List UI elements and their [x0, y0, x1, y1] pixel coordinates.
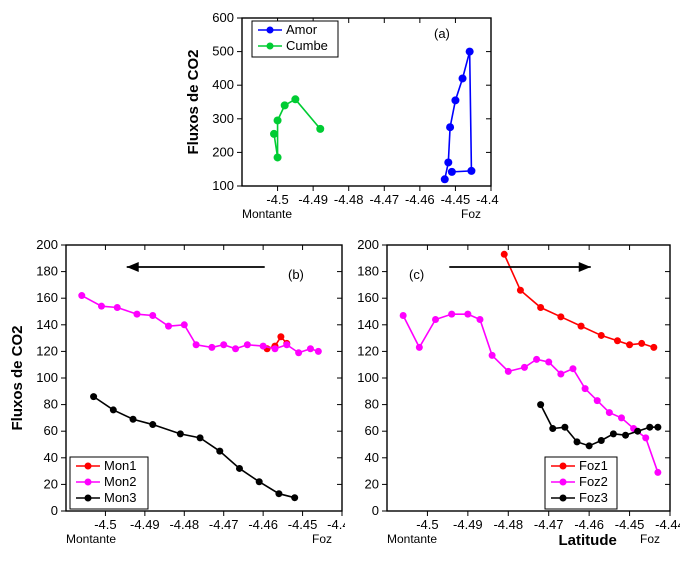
svg-text:Foz: Foz: [312, 532, 332, 546]
svg-text:Montante: Montante: [242, 207, 292, 221]
svg-text:-4.49: -4.49: [130, 517, 160, 532]
svg-text:-4.47: -4.47: [534, 517, 564, 532]
svg-text:Amor: Amor: [286, 22, 318, 37]
svg-text:Foz: Foz: [461, 207, 481, 221]
svg-text:-4.44: -4.44: [655, 517, 680, 532]
svg-text:Latitude: Latitude: [559, 532, 617, 549]
panel-a-svg: -4.5 -4.49 -4.48 -4.47 -4.46 -4.45 -4.44 100 200…: [184, 8, 499, 226]
svg-text:40: 40: [365, 450, 379, 465]
svg-text:Cumbe: Cumbe: [286, 38, 328, 53]
svg-text:200: 200: [212, 144, 234, 159]
panel-c-svg: -4.5 -4.49 -4.48 -4.47 -4.46 -4.45 -4.44 0 20 40 6…: [345, 235, 680, 555]
svg-text:400: 400: [212, 77, 234, 92]
svg-text:200: 200: [357, 237, 379, 252]
panel-b: -4.5-4.49-4.48-4.47-4.46-4.45-4.44020406…: [8, 235, 348, 555]
svg-text:100: 100: [357, 370, 379, 385]
svg-text:-4.46: -4.46: [574, 517, 604, 532]
svg-text:-4.48: -4.48: [493, 517, 523, 532]
svg-text:160: 160: [36, 290, 58, 305]
panel-b-svg: -4.5-4.49-4.48-4.47-4.46-4.45-4.44020406…: [8, 235, 348, 555]
svg-text:Mon1: Mon1: [104, 458, 137, 473]
svg-text:Foz2: Foz2: [579, 474, 608, 489]
svg-text:160: 160: [357, 290, 379, 305]
svg-text:0: 0: [372, 503, 379, 518]
svg-text:20: 20: [365, 476, 379, 491]
svg-text:-4.5: -4.5: [266, 192, 288, 207]
svg-text:0: 0: [51, 503, 58, 518]
svg-text:20: 20: [44, 476, 58, 491]
svg-text:600: 600: [212, 10, 234, 25]
svg-text:(a): (a): [434, 26, 450, 41]
svg-text:(b): (b): [288, 267, 304, 282]
svg-text:140: 140: [357, 317, 379, 332]
svg-text:100: 100: [36, 370, 58, 385]
svg-text:80: 80: [44, 397, 58, 412]
svg-text:Mon3: Mon3: [104, 490, 137, 505]
svg-text:Foz: Foz: [640, 532, 660, 546]
svg-text:140: 140: [36, 317, 58, 332]
svg-text:-4.45: -4.45: [615, 517, 645, 532]
svg-text:-4.48: -4.48: [169, 517, 199, 532]
svg-text:-4.5: -4.5: [416, 517, 438, 532]
svg-text:-4.45: -4.45: [288, 517, 318, 532]
svg-text:Montante: Montante: [387, 532, 437, 546]
panel-c: -4.5 -4.49 -4.48 -4.47 -4.46 -4.45 -4.44 0 20 40 6…: [345, 235, 680, 555]
svg-text:Fluxos de CO2: Fluxos de CO2: [185, 49, 202, 154]
svg-text:100: 100: [212, 178, 234, 193]
svg-text:60: 60: [44, 423, 58, 438]
svg-text:Montante: Montante: [66, 532, 116, 546]
svg-text:-4.47: -4.47: [209, 517, 239, 532]
svg-text:-4.48: -4.48: [334, 192, 364, 207]
svg-text:40: 40: [44, 450, 58, 465]
svg-text:-4.49: -4.49: [453, 517, 483, 532]
svg-text:Fluxos de CO2: Fluxos de CO2: [9, 325, 26, 430]
svg-text:180: 180: [36, 264, 58, 279]
svg-text:60: 60: [365, 423, 379, 438]
svg-text:-4.5: -4.5: [94, 517, 116, 532]
svg-text:-4.47: -4.47: [369, 192, 399, 207]
svg-text:-4.46: -4.46: [248, 517, 278, 532]
svg-text:120: 120: [357, 343, 379, 358]
svg-text:-4.49: -4.49: [298, 192, 328, 207]
panel-a: -4.5 -4.49 -4.48 -4.47 -4.46 -4.45 -4.44 100 200…: [184, 8, 499, 226]
svg-text:Mon2: Mon2: [104, 474, 137, 489]
svg-text:80: 80: [365, 397, 379, 412]
svg-text:300: 300: [212, 111, 234, 126]
svg-text:-4.46: -4.46: [405, 192, 435, 207]
svg-text:(c): (c): [409, 267, 424, 282]
svg-text:120: 120: [36, 343, 58, 358]
svg-text:500: 500: [212, 44, 234, 59]
svg-text:180: 180: [357, 264, 379, 279]
svg-text:Foz1: Foz1: [579, 458, 608, 473]
svg-text:-4.44: -4.44: [476, 192, 499, 207]
svg-text:-4.45: -4.45: [441, 192, 471, 207]
svg-text:Foz3: Foz3: [579, 490, 608, 505]
svg-text:200: 200: [36, 237, 58, 252]
